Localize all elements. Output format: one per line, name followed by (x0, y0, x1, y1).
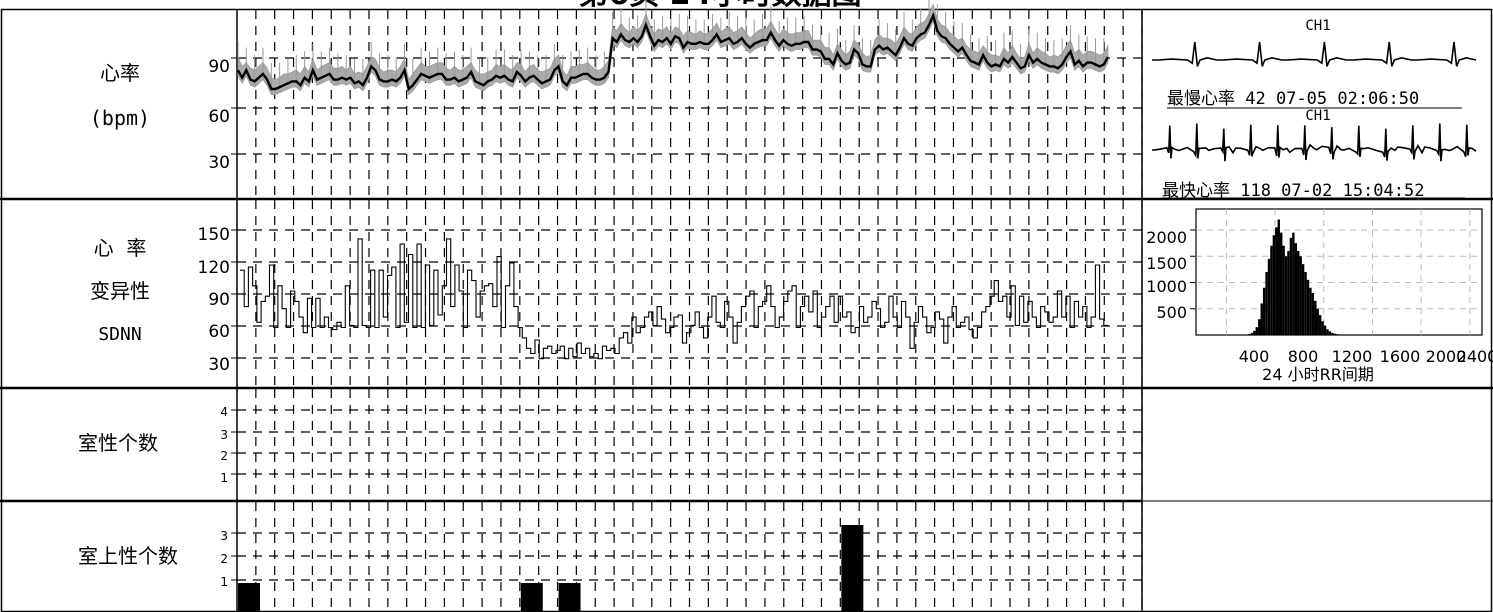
svent-tick-label: 1 (220, 575, 228, 589)
histogram-bar (1318, 315, 1322, 335)
supraventricular-bar (841, 525, 864, 612)
vent-tick-label: 4 (220, 405, 228, 419)
histogram-bar (1299, 256, 1302, 335)
svent-label: 室上性个数 (78, 544, 178, 568)
hr-trend-plot (236, 0, 1110, 96)
frame (0, 8, 1493, 612)
histogram-frame (1195, 208, 1483, 336)
hist-ytick-label: 500 (1156, 303, 1187, 322)
sdnn-trend-plot (240, 238, 1108, 360)
hr-unit-label: (bpm) (90, 106, 150, 130)
histogram-bar (1311, 293, 1315, 335)
hist-xtick-label: 800 (1288, 347, 1319, 366)
ecg-fast-strip: CH1 最快心率 118 07-02 15:04:52 (1151, 108, 1477, 201)
histogram-bar (1248, 333, 1251, 335)
histogram-bars (1248, 219, 1344, 335)
hist-xtick-label: 1200 (1332, 347, 1373, 366)
histogram-bar (1272, 235, 1276, 335)
hr-label: 心率 (100, 61, 140, 85)
histogram-bar (1253, 330, 1256, 335)
ecg-slow-caption: 最慢心率 42 07-05 02:06:50 (1167, 88, 1419, 109)
svent-panel-labels: 室上性个数 3 2 1 (78, 529, 228, 589)
vent-tick-label: 2 (220, 449, 228, 463)
ecg-slow-channel: CH1 (1305, 18, 1330, 34)
hrv-tick-label: 120 (198, 258, 230, 278)
histogram-bar (1287, 251, 1290, 335)
ecg-slow-waveform (1152, 41, 1477, 67)
sdnn-trend-line (240, 238, 1108, 360)
hist-xtick-label: 400 (1239, 347, 1270, 366)
histogram-bar (1326, 329, 1329, 335)
histogram-bar (1328, 331, 1332, 335)
hr-tick-label: 30 (208, 153, 230, 173)
rr-histogram: 2000 1500 1000 500 400 800 1200 1600 200… (1146, 208, 1493, 384)
histogram-bar (1265, 272, 1268, 335)
histogram-bar (1284, 256, 1288, 335)
hrv-panel-labels: 心 率 变异性 SDNN 150 120 90 60 30 (90, 225, 230, 375)
histogram-bar (1338, 334, 1341, 335)
histogram-bar (1262, 287, 1266, 335)
hr-tick-label: 60 (208, 107, 230, 127)
histogram-bar (1306, 279, 1310, 335)
ecg-fast-waveform (1151, 123, 1477, 162)
histogram-bar (1314, 300, 1317, 335)
ecg-slow-strip: CH1 最慢心率 42 07-05 02:06:50 (1152, 18, 1477, 109)
histogram-bar (1335, 334, 1339, 335)
histogram-bar (1270, 245, 1273, 335)
histogram-bar (1323, 325, 1327, 335)
histogram-bar (1267, 258, 1271, 335)
hist-ytick-label: 1500 (1146, 254, 1187, 273)
histogram-bar (1275, 227, 1278, 335)
histogram-bar (1301, 264, 1305, 335)
histogram-bar (1331, 332, 1334, 335)
hrv-tick-label: 60 (208, 322, 230, 342)
histogram-bar (1333, 333, 1336, 335)
hist-ytick-label: 2000 (1146, 228, 1187, 247)
histogram-bar (1260, 303, 1263, 335)
histogram-bar (1289, 237, 1293, 335)
plot-grids (231, 10, 1143, 612)
hist-xlabel: 24 小时RR间期 (1262, 365, 1374, 384)
supraventricular-bar (558, 583, 581, 612)
hrv-tick-label: 150 (198, 225, 230, 245)
histogram-bar (1297, 251, 1300, 335)
hrv-tick-label: 90 (208, 290, 230, 310)
histogram-bar (1321, 321, 1324, 335)
hrv-label-line1: 心 率 (94, 236, 147, 260)
supraventricular-bar (238, 583, 260, 612)
histogram-bar (1279, 232, 1283, 335)
svent-tick-label: 2 (220, 552, 228, 566)
hrv-tick-label: 30 (208, 355, 230, 375)
hr-tick-label: 90 (208, 57, 230, 77)
histogram-bar (1258, 319, 1261, 335)
vent-tick-label: 1 (220, 471, 228, 485)
hist-xtick-label: 2000 (1426, 347, 1467, 366)
hrv-label-line2: 变异性 (90, 279, 150, 303)
ecg-fast-channel: CH1 (1305, 108, 1330, 124)
histogram-bar (1294, 243, 1298, 335)
histogram-bar (1282, 245, 1285, 335)
histogram-bar (1304, 272, 1307, 335)
hist-xtick-label: 2400 (1457, 347, 1493, 366)
vent-tick-label: 3 (220, 428, 228, 442)
ecg-fast-caption: 最快心率 118 07-02 15:04:52 (1162, 181, 1424, 201)
histogram-bar (1316, 308, 1319, 335)
hist-ytick-label: 1000 (1146, 277, 1187, 296)
histogram-bar (1292, 232, 1295, 335)
histogram-grid (1190, 209, 1482, 335)
svent-tick-label: 3 (220, 529, 228, 543)
histogram-bar (1250, 332, 1254, 335)
hr-trend-line (236, 12, 1110, 92)
supraventricular-bar (520, 583, 543, 612)
histogram-bar (1277, 219, 1280, 335)
vent-panel-labels: 室性个数 4 3 2 1 (78, 405, 228, 485)
hist-xtick-label: 1600 (1380, 347, 1421, 366)
supraventricular-bars (238, 525, 864, 612)
histogram-bar (1309, 287, 1312, 335)
hr-panel-labels: 心率 (bpm) 90 60 30 (90, 57, 230, 173)
histogram-bar (1255, 327, 1259, 335)
hrv-label-line3: SDNN (98, 324, 141, 345)
vent-label: 室性个数 (78, 431, 158, 455)
